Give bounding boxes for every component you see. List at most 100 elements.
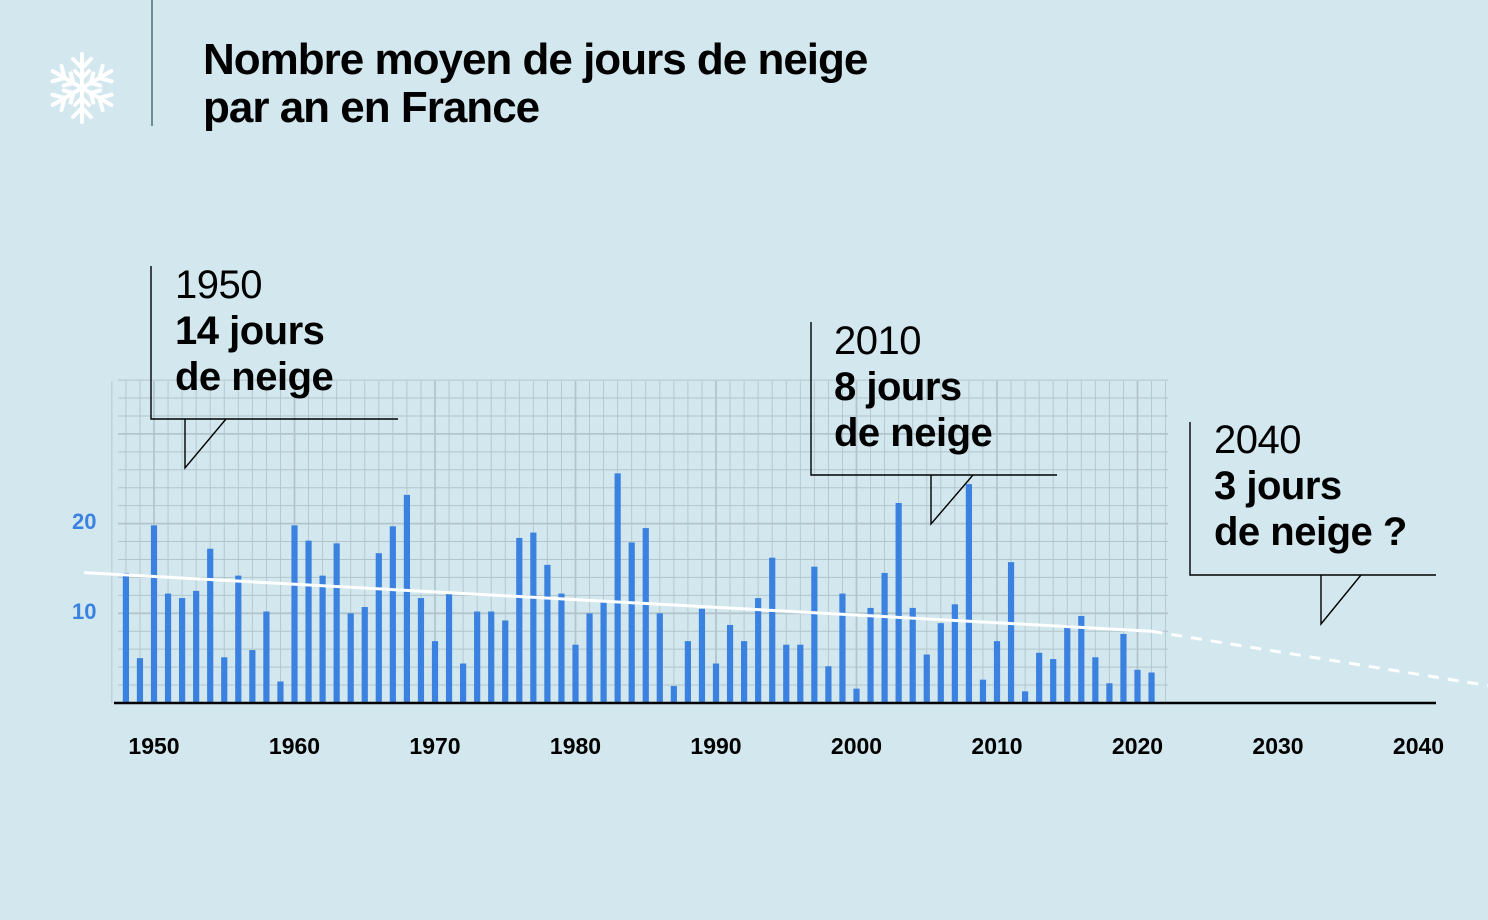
bar-1998 [825, 666, 832, 703]
bar-2008 [965, 484, 972, 703]
bar-1999 [839, 593, 846, 703]
bar-1983 [614, 473, 621, 703]
bar-1949 [136, 658, 144, 703]
trend-line-projection [1151, 629, 1488, 688]
bar-2010 [993, 641, 1001, 703]
bar-1950 [150, 525, 158, 703]
x-tick-label-1990: 1990 [690, 733, 742, 759]
bar-1995 [783, 644, 790, 703]
bar-1985 [642, 528, 649, 703]
x-tick-label-1960: 1960 [268, 733, 321, 759]
bar-1951 [164, 593, 172, 703]
bar-1986 [656, 613, 663, 703]
callout-2040-pointer [1189, 422, 1436, 576]
bar-1964 [347, 613, 354, 703]
bar-1980 [572, 644, 579, 703]
callout-1950-pointer [150, 266, 398, 420]
bar-1963 [333, 543, 340, 703]
bar-1955 [221, 657, 228, 703]
bar-1958 [263, 611, 270, 703]
callout-2040-year: 2040 [1214, 418, 1301, 462]
callout-2010: 2010 8 jours de neige [834, 318, 993, 456]
y-tick-label-20: 20 [72, 509, 97, 534]
callout-1950-tail [184, 418, 227, 470]
bar-1977 [530, 532, 537, 703]
callout-1950: 1950 14 jours de neige [175, 262, 334, 400]
trend-line-observed [83, 571, 1152, 633]
bar-1978 [544, 564, 551, 703]
bar-2001 [867, 607, 874, 703]
bar-1994 [769, 557, 776, 703]
bar-2003 [895, 502, 902, 703]
bar-2014 [1050, 659, 1057, 703]
callout-2010-pointer [810, 322, 1057, 476]
bar-1976 [516, 537, 523, 703]
callout-1950-days: 14 jours [175, 309, 325, 353]
bar-2017 [1092, 657, 1099, 703]
bar-2012 [1022, 691, 1029, 703]
bar-1972 [460, 663, 467, 703]
bar-1959 [277, 681, 284, 703]
callout-2040-tail [1320, 574, 1362, 626]
bar-1953 [193, 590, 200, 703]
y-tick-label-10: 10 [72, 599, 97, 624]
callout-2010-tail [930, 474, 974, 526]
bar-2016 [1078, 615, 1085, 703]
callout-2010-year: 2010 [834, 319, 921, 363]
bar-1952 [179, 598, 186, 703]
bar-2021 [1148, 672, 1155, 703]
bar-2004 [909, 607, 916, 703]
x-tick-label-2030: 2030 [1252, 733, 1304, 759]
bar-1970 [431, 641, 439, 703]
bar-1967 [389, 526, 396, 703]
bar-1975 [502, 620, 509, 703]
bar-1954 [207, 548, 214, 703]
snowflake-icon [46, 52, 118, 124]
bar-2019 [1120, 633, 1127, 703]
bar-1979 [558, 593, 565, 703]
callout-pointers [150, 266, 1436, 626]
x-tick-label-2020: 2020 [1111, 733, 1164, 759]
callout-1950-year: 1950 [175, 263, 262, 307]
bar-2011 [1007, 562, 1015, 703]
bar-1993 [755, 598, 762, 703]
bar-1982 [600, 602, 607, 703]
x-tick-label-1970: 1970 [409, 733, 461, 759]
x-tick-label-2040: 2040 [1392, 733, 1445, 759]
bar-1988 [684, 641, 691, 703]
bar-1971 [445, 593, 453, 703]
bar-1992 [741, 641, 748, 703]
callout-2040: 2040 3 jours de neige ? [1214, 417, 1407, 555]
callout-2010-days: 8 jours [834, 365, 962, 409]
bar-1957 [249, 650, 256, 703]
bar-1962 [319, 575, 326, 703]
bar-2007 [951, 604, 958, 703]
chart-title-line-1: Nombre moyen de jours de neige [203, 35, 868, 84]
x-tick-label-2000: 2000 [830, 733, 883, 759]
bar-1948 [122, 572, 129, 703]
bar-1973 [474, 611, 481, 703]
chart-title-line-2: par an en France [203, 83, 540, 132]
bar-1960 [291, 525, 298, 703]
bar-1991 [726, 624, 734, 703]
bar-1965 [361, 607, 368, 703]
bar-1966 [375, 553, 382, 703]
bar-2009 [979, 679, 987, 703]
bar-1981 [586, 613, 593, 703]
x-tick-label-1950: 1950 [128, 733, 180, 759]
bar-2006 [937, 623, 944, 703]
trend-line [83, 571, 1488, 688]
bar-1974 [488, 611, 495, 703]
callout-2040-label: de neige ? [1214, 510, 1407, 554]
bar-1961 [305, 540, 312, 703]
bar-1968 [403, 494, 410, 703]
bar-2002 [881, 572, 888, 703]
callout-2010-label: de neige [834, 411, 993, 455]
bar-2020 [1134, 669, 1141, 703]
bar-1956 [235, 575, 242, 703]
bar-2018 [1106, 683, 1113, 703]
x-tick-label-1980: 1980 [549, 733, 602, 759]
bar-1990 [712, 663, 720, 703]
chart-bars [122, 473, 1155, 703]
